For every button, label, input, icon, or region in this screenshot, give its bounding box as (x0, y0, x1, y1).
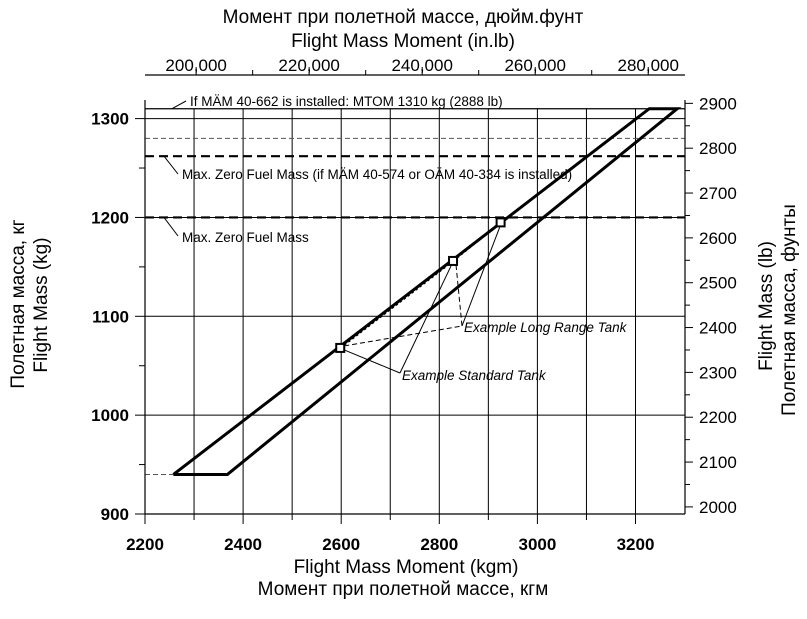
leader-mtom (171, 100, 187, 110)
y2-tick-label: 2800 (699, 139, 737, 158)
annotation-mzfm: Max. Zero Fuel Mass (182, 230, 309, 245)
leader-longrange-1 (344, 325, 463, 347)
y2-tick-label: 2200 (699, 408, 737, 427)
x-tick-label: 2200 (126, 535, 164, 554)
leader-standard-1 (344, 349, 401, 374)
y-tick-label: 900 (101, 505, 129, 524)
x-axis-title-en: Flight Mass Moment (kgm) (294, 557, 519, 578)
x-tick-label: 2400 (224, 535, 262, 554)
y-tick-label: 1100 (92, 307, 129, 326)
x-tick-label: 2800 (420, 535, 458, 554)
leader-longrange-2 (455, 264, 463, 327)
y2-tick-label: 2500 (699, 274, 737, 293)
y-tick-label: 1200 (91, 208, 129, 227)
y2-tick-label: 2100 (699, 453, 737, 472)
example-point-0 (335, 342, 346, 353)
annotation-long-range-tank: Example Long Range Tank (464, 320, 628, 335)
x2-tick-label: 280,000 (618, 56, 679, 75)
y2-axis-title-ru: Полетная масса, фунты (779, 204, 800, 416)
x-tick-label: 3200 (617, 535, 655, 554)
y-axis-title-ru: Полетная масса, кг (8, 219, 29, 388)
example-point-1 (448, 255, 459, 266)
standard-tank-line (339, 260, 454, 349)
y2-axis-title-en: Flight Mass (lb) (756, 241, 777, 371)
cg-envelope (172, 107, 682, 476)
leader-mzfm (163, 217, 179, 237)
x2-tick-label: 200,000 (165, 56, 226, 75)
x-tick-label: 2600 (322, 535, 360, 554)
x-axis-title-ru: Момент при полетной массе, кгм (258, 579, 549, 600)
long-range-tank-line (452, 221, 502, 262)
annotation-mtom-1310: If MÄM 40-662 is installed: MTOM 1310 kg… (190, 94, 503, 109)
leader-longrange-3 (461, 227, 501, 327)
y2-tick-label: 2700 (699, 184, 737, 203)
y-tick-label: 1300 (91, 110, 129, 129)
example-point-2 (495, 217, 506, 228)
x2-tick-label: 240,000 (391, 56, 452, 75)
y2-tick-label: 2000 (699, 498, 737, 517)
annotation-mzfm-mam: Max. Zero Fuel Mass (if MÄM 40-574 or OÄ… (182, 167, 572, 182)
leader-standard-2 (399, 265, 452, 374)
top-axis-title-ru: Момент при полетной массе, дюйм.фунт (223, 7, 584, 28)
y2-tick-label: 2600 (699, 229, 737, 248)
y-axis-title-en: Flight Mass (kg) (31, 237, 52, 372)
y2-tick-label: 2900 (699, 94, 737, 113)
top-axis-title-en: Flight Mass Moment (in.lb) (291, 31, 515, 52)
y2-tick-label: 2300 (699, 363, 737, 382)
x-tick-label: 3000 (518, 535, 556, 554)
y-tick-label: 1000 (91, 406, 129, 425)
annotation-standard-tank: Example Standard Tank (402, 368, 547, 383)
x2-tick-label: 260,000 (504, 56, 565, 75)
y2-tick-label: 2400 (699, 319, 737, 338)
x2-tick-label: 220,000 (278, 56, 339, 75)
leader-mzfm-mam (163, 155, 179, 175)
